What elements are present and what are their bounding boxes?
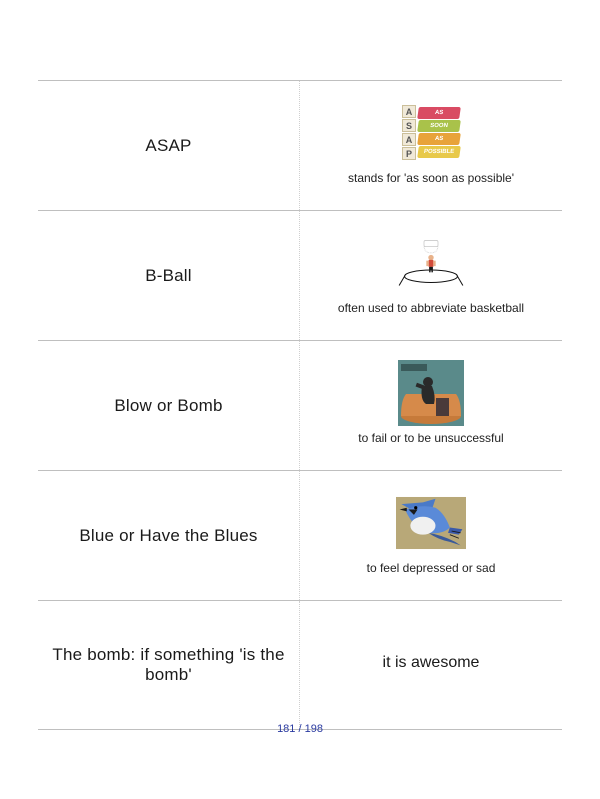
definition-text: often used to abbreviate basketball <box>338 301 524 315</box>
table-row: Blue or Have the Blues to feel depressed… <box>38 470 562 600</box>
definition-text: to fail or to be unsuccessful <box>358 431 503 445</box>
term-text: B-Ball <box>145 266 192 286</box>
term-cell: Blow or Bomb <box>38 341 300 470</box>
definition-cell: it is awesome <box>300 601 562 729</box>
definition-cell: to feel depressed or sad <box>300 471 562 600</box>
term-text: ASAP <box>145 136 191 156</box>
term-cell: B-Ball <box>38 211 300 340</box>
definition-text: stands for 'as soon as possible' <box>348 171 514 185</box>
term-text: The bomb: if something 'is the bomb' <box>48 645 289 685</box>
term-cell: ASAP <box>38 81 300 210</box>
definition-text: to feel depressed or sad <box>367 561 496 575</box>
term-cell: Blue or Have the Blues <box>38 471 300 600</box>
bluejay-icon <box>396 493 466 553</box>
term-text: Blow or Bomb <box>114 396 222 416</box>
bomb-icon <box>396 363 466 423</box>
table-row: The bomb: if something 'is the bomb' it i… <box>38 600 562 730</box>
definition-cell: to fail or to be unsuccessful <box>300 341 562 470</box>
term-text: Blue or Have the Blues <box>79 526 257 546</box>
bball-icon <box>396 233 466 293</box>
table-row: ASAP ASAPASSOONASPOSSIBLE stands for 'as s… <box>38 80 562 210</box>
table-row: Blow or Bomb to fail or to be unsuccessf… <box>38 340 562 470</box>
definition-text: it is awesome <box>383 654 480 672</box>
definition-cell: ASAPASSOONASPOSSIBLE stands for 'as soon … <box>300 81 562 210</box>
table-row: B-Ball often used to abbreviate basketba… <box>38 210 562 340</box>
page-indicator: 181 / 198 <box>277 723 323 735</box>
definition-cell: often used to abbreviate basketball <box>300 211 562 340</box>
term-cell: The bomb: if something 'is the bomb' <box>38 601 300 729</box>
asap-icon: ASAPASSOONASPOSSIBLE <box>396 103 466 163</box>
vocabulary-table: ASAP ASAPASSOONASPOSSIBLE stands for 'as s… <box>38 80 562 730</box>
